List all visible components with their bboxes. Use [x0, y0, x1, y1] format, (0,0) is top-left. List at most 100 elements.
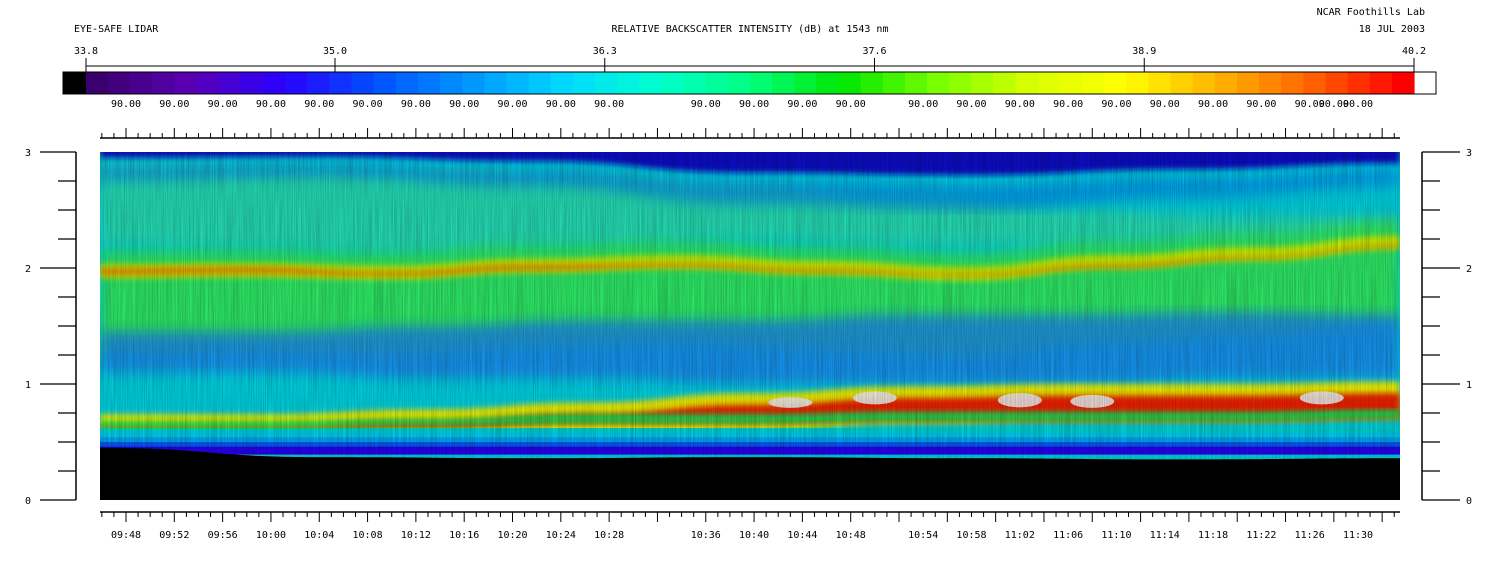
colorbar-cell	[440, 72, 463, 94]
colorbar-cell	[1259, 72, 1282, 94]
colorbar-frame	[62, 71, 1437, 95]
colorbar-cell	[174, 72, 198, 94]
top-time-axis	[100, 128, 1400, 139]
x-tick-label: 09:48	[111, 530, 141, 541]
colorbar-cell	[462, 72, 485, 94]
colorbar-cell	[1325, 72, 1349, 94]
colorbar-sub-label: 90.00	[1150, 99, 1180, 110]
colorbar-cell	[661, 72, 685, 94]
x-tick-label: 10:08	[353, 530, 383, 541]
colorbar-cell	[86, 72, 109, 94]
colorbar-cell	[1236, 72, 1260, 94]
colorbar-cell	[1148, 72, 1172, 94]
x-tick-label: 10:00	[256, 530, 286, 541]
colorbar-cell	[285, 72, 308, 94]
x-tick-label: 11:06	[1053, 530, 1083, 541]
colorbar-cell	[1214, 72, 1238, 94]
colorbar-cell	[1369, 72, 1393, 94]
colorbar-tick-label: 38.9	[1132, 46, 1156, 57]
colorbar-cell	[1059, 72, 1083, 94]
colorbar-cell	[595, 72, 618, 94]
colorbar-cell	[528, 72, 552, 94]
colorbar-sub-label: 90.00	[1295, 99, 1325, 110]
x-tick-label: 10:48	[836, 530, 866, 541]
colorbar-cell	[1104, 72, 1127, 94]
colorbar-cell	[949, 72, 972, 94]
x-tick-label: 10:24	[546, 530, 576, 541]
colorbar-sub-label: 90.00	[594, 99, 624, 110]
colorbar-sub-label: 90.00	[208, 99, 238, 110]
colorbar-cell	[1347, 72, 1371, 94]
colorbar-sub-label: 90.00	[497, 99, 527, 110]
colorbar-cell	[927, 72, 950, 94]
y-tick-label-right: 0	[1466, 496, 1472, 507]
x-tick-label: 10:16	[449, 530, 479, 541]
y-tick-label-right: 1	[1466, 380, 1472, 391]
colorbar-sub-label: 90.00	[304, 99, 334, 110]
colorbar-cell	[307, 72, 331, 94]
colorbar-sub-label: 90.00	[1005, 99, 1035, 110]
colorbar-cell	[506, 72, 530, 94]
colorbar-sub-label: 90.00	[401, 99, 431, 110]
colorbar-sub-label: 90.00	[691, 99, 721, 110]
x-tick-label: 10:54	[908, 530, 938, 541]
colorbar-cell	[882, 72, 906, 94]
colorbar-tick-label: 33.8	[74, 46, 98, 57]
colorbar-cell	[1414, 72, 1436, 94]
colorbar-sub-label: 90.00	[1319, 99, 1349, 110]
x-tick-label: 10:04	[304, 530, 334, 541]
colorbar-cell	[1281, 72, 1304, 94]
colorbar-cell	[484, 72, 508, 94]
colorbar-cell	[196, 72, 220, 94]
y-tick-label-left: 1	[25, 380, 31, 391]
x-tick-label: 10:40	[739, 530, 769, 541]
date-label: 18 JUL 2003	[1359, 24, 1425, 35]
colorbar-cell	[816, 72, 840, 94]
colorbar-cell	[395, 72, 419, 94]
y-tick-label-left: 2	[25, 264, 31, 275]
colorbar-cell	[904, 72, 928, 94]
x-tick-label: 10:20	[497, 530, 527, 541]
colorbar-tick-label: 35.0	[323, 46, 347, 57]
x-tick-label: 09:56	[208, 530, 238, 541]
colorbar-tick-label: 37.6	[862, 46, 886, 57]
colorbar-tick-label: 40.2	[1402, 46, 1426, 57]
colorbar-sub-label: 90.00	[1101, 99, 1131, 110]
colorbar-cell	[63, 72, 86, 94]
chart-title: RELATIVE BACKSCATTER INTENSITY (dB) at 1…	[612, 24, 889, 35]
y-tick-label-right: 3	[1466, 148, 1472, 159]
colorbar-sub-labels: 90.00 90.00 90.00 90.00 90.00 90.00 90.00 90.00…	[111, 99, 1373, 110]
colorbar-cell	[860, 72, 884, 94]
instrument-title: EYE-SAFE LIDAR	[74, 24, 159, 35]
colorbar-cell	[152, 72, 176, 94]
colorbar-cell	[1126, 72, 1149, 94]
colorbar-cell	[705, 72, 729, 94]
colorbar-cell	[218, 72, 242, 94]
colorbar-sub-label: 90.00	[1053, 99, 1083, 110]
x-tick-label: 11:26	[1295, 530, 1325, 541]
x-tick-label: 10:58	[956, 530, 986, 541]
organization-label: NCAR Foothills Lab	[1317, 7, 1425, 18]
x-tick-label: 09:52	[159, 530, 189, 541]
colorbar-cell	[727, 72, 751, 94]
colorbar-cell	[639, 72, 663, 94]
x-tick-label: 10:12	[401, 530, 431, 541]
colorbar-cell	[572, 72, 596, 94]
colorbar-cell	[108, 72, 131, 94]
colorbar-cell	[617, 72, 640, 94]
x-tick-label: 11:14	[1150, 530, 1180, 541]
colorbar-cell	[1082, 72, 1105, 94]
x-tick-label: 11:30	[1343, 530, 1373, 541]
y-tick-label-right: 2	[1466, 264, 1472, 275]
colorbar-cell	[750, 72, 773, 94]
colorbar-cell	[418, 72, 441, 94]
colorbar-sub-label: 90.00	[739, 99, 769, 110]
colorbar-cell	[1170, 72, 1194, 94]
colorbar-cell	[683, 72, 707, 94]
colorbar-cell	[794, 72, 817, 94]
colorbar-cell	[1015, 72, 1039, 94]
colorbar-sub-label: 90.00	[908, 99, 938, 110]
colorbar-sub-label: 90.00	[111, 99, 141, 110]
x-tick-label: 11:10	[1101, 530, 1131, 541]
